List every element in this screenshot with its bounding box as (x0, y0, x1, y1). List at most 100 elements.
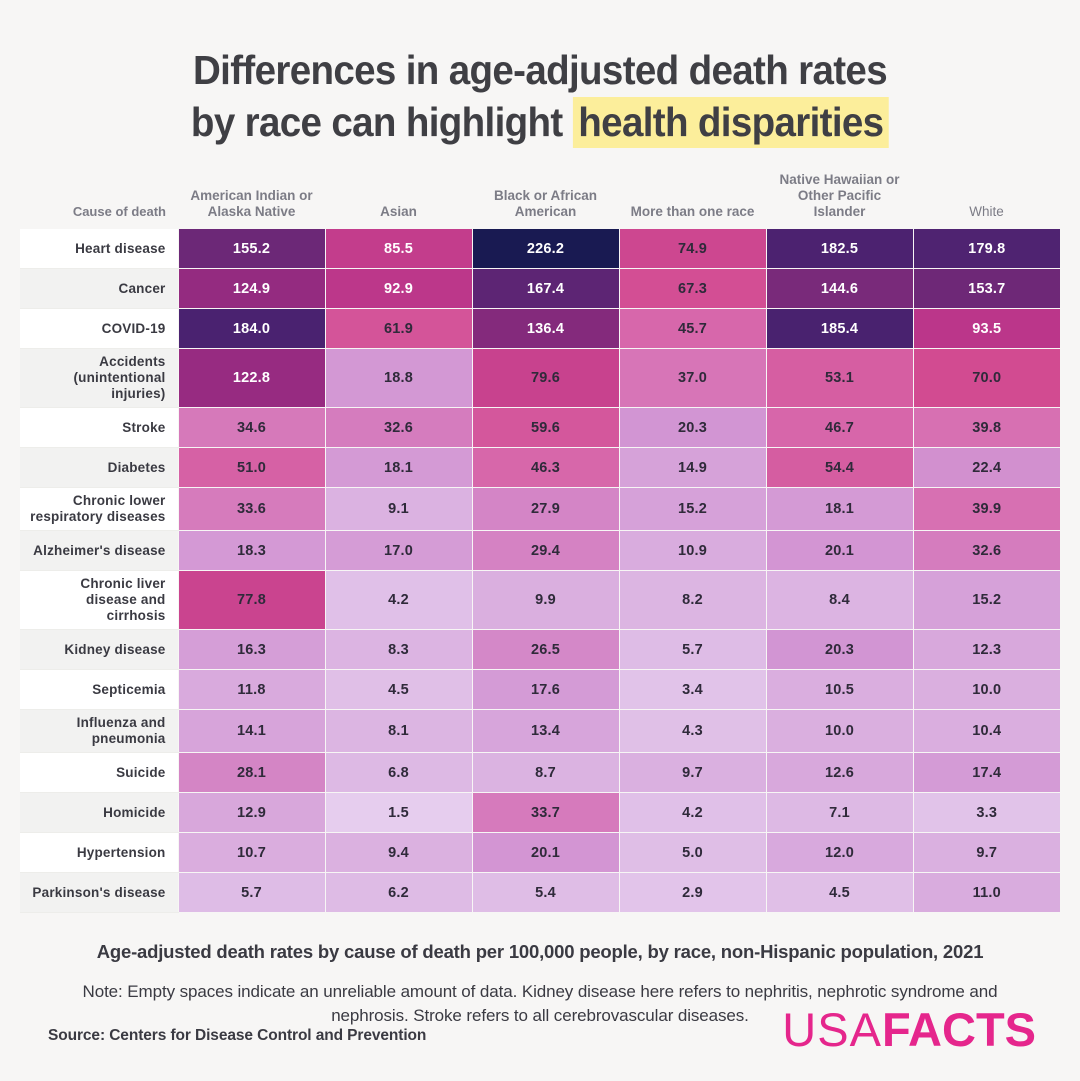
table-row: Accidents (unintentional injuries) 122.8 1… (20, 348, 1060, 408)
heatmap-table-wrapper: Cause of death American Indian or Alaska… (20, 172, 1060, 913)
table-row: Hypertension 10.7 9.4 20.1 5.0 12.0 9.7 (20, 832, 1060, 873)
heatmap-cell: 8.4 (766, 570, 914, 630)
heatmap-cell: 8.7 (472, 752, 620, 793)
row-label: Parkinson's disease (20, 872, 179, 913)
heatmap-cell: 59.6 (472, 407, 620, 448)
heatmap-cell: 185.4 (766, 308, 914, 349)
logo-facts: FACTS (881, 1003, 1036, 1056)
title-line-2-prefix: by race can highlight (190, 99, 573, 145)
column-header-white: White (913, 172, 1060, 229)
row-label: Diabetes (20, 447, 179, 488)
row-label: Suicide (20, 752, 179, 793)
heatmap-cell: 10.4 (913, 709, 1060, 753)
heatmap-cell: 13.4 (472, 709, 620, 753)
heatmap-cell: 5.4 (472, 872, 620, 913)
table-row: Homicide 12.9 1.5 33.7 4.2 7.1 3.3 (20, 792, 1060, 833)
heatmap-cell: 10.0 (766, 709, 914, 753)
row-label: Accidents (unintentional injuries) (20, 348, 179, 408)
heatmap-cell: 28.1 (178, 752, 326, 793)
column-header-native-hawaiian-or-other-pacific-islander: Native Hawaiian or Other Pacific Islande… (766, 172, 913, 229)
heatmap-cell: 67.3 (619, 268, 767, 309)
heatmap-cell: 46.7 (766, 407, 914, 448)
heatmap-cell: 6.2 (325, 872, 473, 913)
table-row: Suicide 28.1 6.8 8.7 9.7 12.6 17.4 (20, 752, 1060, 793)
row-label: Cancer (20, 268, 179, 309)
heatmap-cell: 33.7 (472, 792, 620, 833)
usafacts-logo: USAFACTS (782, 1006, 1036, 1053)
heatmap-cell: 39.9 (913, 487, 1060, 531)
heatmap-cell: 7.1 (766, 792, 914, 833)
heatmap-cell: 136.4 (472, 308, 620, 349)
row-label: Chronic lower respiratory diseases (20, 487, 179, 531)
heatmap-cell: 32.6 (325, 407, 473, 448)
heatmap-cell: 11.8 (178, 669, 326, 710)
row-label: Alzheimer's disease (20, 530, 179, 571)
heatmap-cell: 17.6 (472, 669, 620, 710)
heatmap-cell: 11.0 (913, 872, 1060, 913)
column-header-asian: Asian (325, 172, 472, 229)
logo-usa: USA (782, 1003, 882, 1056)
heatmap-cell: 51.0 (178, 447, 326, 488)
heatmap-cell: 17.0 (325, 530, 473, 571)
column-header-black-or-african-american: Black or African American (472, 172, 619, 229)
table-row: Diabetes 51.0 18.1 46.3 14.9 54.4 22.4 (20, 447, 1060, 488)
source-text: Source: Centers for Disease Control and … (48, 1027, 427, 1044)
heatmap-cell: 12.6 (766, 752, 914, 793)
heatmap-cell: 155.2 (178, 229, 326, 269)
table-row: Kidney disease 16.3 8.3 26.5 5.7 20.3 12.3 (20, 629, 1060, 670)
heatmap-cell: 22.4 (913, 447, 1060, 488)
heatmap-cell: 5.7 (619, 629, 767, 670)
heatmap-cell: 16.3 (178, 629, 326, 670)
heatmap-cell: 18.1 (766, 487, 914, 531)
heatmap-cell: 10.9 (619, 530, 767, 571)
heatmap-cell: 93.5 (913, 308, 1060, 349)
heatmap-cell: 8.1 (325, 709, 473, 753)
heatmap-cell: 10.0 (913, 669, 1060, 710)
heatmap-cell: 10.7 (178, 832, 326, 873)
heatmap-cell: 29.4 (472, 530, 620, 571)
row-label: COVID-19 (20, 308, 179, 349)
table-row: Chronic lower respiratory diseases 33.6 9.… (20, 487, 1060, 531)
table-header: Cause of death American Indian or Alaska… (20, 172, 1060, 229)
footer: Source: Centers for Disease Control and … (0, 1006, 1080, 1053)
row-label: Kidney disease (20, 629, 179, 670)
title-highlight: health disparities (572, 97, 890, 148)
header-row: Cause of death American Indian or Alaska… (20, 172, 1060, 229)
table-row: Influenza and pneumonia 14.1 8.1 13.4 4.3 10.… (20, 709, 1060, 753)
heatmap-cell: 37.0 (619, 348, 767, 408)
heatmap-cell: 61.9 (325, 308, 473, 349)
heatmap-cell: 20.3 (766, 629, 914, 670)
heatmap-cell: 18.3 (178, 530, 326, 571)
heatmap-cell: 184.0 (178, 308, 326, 349)
heatmap-cell: 4.5 (766, 872, 914, 913)
heatmap-cell: 85.5 (325, 229, 473, 269)
table-row: Chronic liver disease and cirrhosis 77.8 4… (20, 570, 1060, 630)
table-body: Heart disease 155.2 85.5 226.2 74.9 182.5 179.… (20, 229, 1060, 913)
heatmap-cell: 9.1 (325, 487, 473, 531)
title-line-1: Differences in age-adjusted death rates (193, 47, 888, 93)
page-title: Differences in age-adjusted death rates … (0, 0, 1080, 148)
heatmap-cell: 4.5 (325, 669, 473, 710)
heatmap-cell: 15.2 (619, 487, 767, 531)
table-row: Stroke 34.6 32.6 59.6 20.3 46.7 39.8 (20, 407, 1060, 448)
column-header-more-than-one-race: More than one race (619, 172, 766, 229)
heatmap-cell: 92.9 (325, 268, 473, 309)
heatmap-cell: 5.7 (178, 872, 326, 913)
heatmap-table: Cause of death American Indian or Alaska… (20, 172, 1060, 913)
heatmap-cell: 182.5 (766, 229, 914, 269)
heatmap-cell: 46.3 (472, 447, 620, 488)
heatmap-cell: 10.5 (766, 669, 914, 710)
heatmap-cell: 179.8 (913, 229, 1060, 269)
heatmap-cell: 3.4 (619, 669, 767, 710)
heatmap-cell: 12.3 (913, 629, 1060, 670)
heatmap-cell: 3.3 (913, 792, 1060, 833)
heatmap-cell: 18.1 (325, 447, 473, 488)
heatmap-cell: 226.2 (472, 229, 620, 269)
heatmap-cell: 20.1 (472, 832, 620, 873)
heatmap-cell: 20.1 (766, 530, 914, 571)
heatmap-cell: 4.3 (619, 709, 767, 753)
heatmap-cell: 144.6 (766, 268, 914, 309)
heatmap-cell: 14.1 (178, 709, 326, 753)
heatmap-cell: 15.2 (913, 570, 1060, 630)
